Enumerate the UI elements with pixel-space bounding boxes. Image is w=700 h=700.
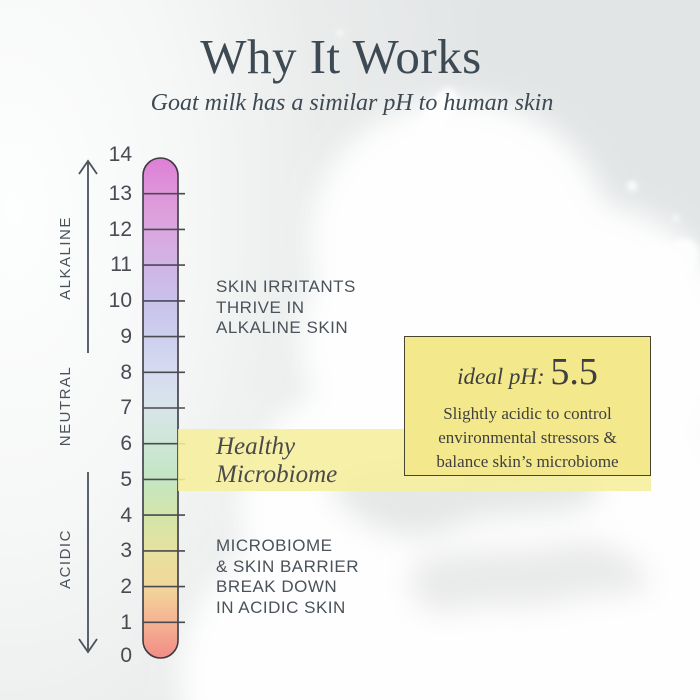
- svg-text:14: 14: [109, 143, 133, 166]
- svg-text:0: 0: [120, 644, 132, 667]
- svg-text:10: 10: [109, 289, 132, 312]
- svg-text:11: 11: [110, 253, 132, 276]
- svg-text:7: 7: [120, 396, 132, 419]
- svg-text:2: 2: [120, 575, 132, 598]
- svg-text:4: 4: [120, 504, 132, 527]
- svg-text:8: 8: [120, 361, 132, 384]
- svg-text:6: 6: [120, 432, 132, 455]
- svg-text:12: 12: [109, 218, 132, 241]
- svg-text:9: 9: [120, 325, 132, 348]
- svg-text:13: 13: [109, 182, 132, 205]
- svg-text:5: 5: [120, 468, 132, 491]
- svg-text:1: 1: [120, 611, 132, 634]
- svg-text:ACIDIC: ACIDIC: [57, 529, 74, 589]
- svg-text:ALKALINE: ALKALINE: [57, 216, 74, 300]
- svg-text:3: 3: [120, 539, 132, 562]
- svg-text:NEUTRAL: NEUTRAL: [57, 366, 74, 447]
